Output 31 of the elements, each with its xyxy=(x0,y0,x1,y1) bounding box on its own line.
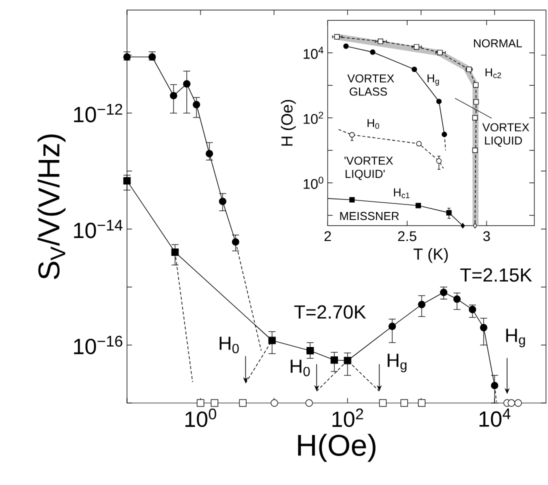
annotation: VORTEX LIQUID xyxy=(482,123,530,147)
x-tick-label: 3 xyxy=(483,231,490,242)
annotation: H$_{0}$ xyxy=(368,119,380,129)
x-tick-label: 10$^{2}$ xyxy=(332,408,364,428)
annotation: H$_{0}$ xyxy=(290,360,310,376)
annotation: H$_{c2}$ xyxy=(486,68,502,78)
annotation: H$_{g}$ xyxy=(428,74,439,86)
y-axis-title: H (Oe) xyxy=(280,100,296,146)
annotation: NORMAL xyxy=(474,39,522,48)
annotation: VORTEX GLASS xyxy=(347,74,394,96)
annotation: H$_{c1}$ xyxy=(394,188,410,198)
x-tick-label: 10$^{4}$ xyxy=(480,408,510,427)
y-tick-label: 10$^{−16}$ xyxy=(74,336,122,354)
y-tick-label: 10$^{−14}$ xyxy=(74,220,123,238)
x-tick-label: 2 xyxy=(324,231,331,242)
y-axis-title: S$_{V}$/V(V/Hz) xyxy=(38,134,66,280)
x-tick-label: 2.5 xyxy=(398,231,416,242)
annotation: H$_{g}$ xyxy=(506,328,525,348)
y-tick-label: 10$^{2}$ xyxy=(304,112,324,124)
x-axis-title: H(Oe) xyxy=(298,434,376,462)
y-tick-label: 10$^{0}$ xyxy=(304,176,324,189)
annotation: MEISSNER xyxy=(340,212,399,220)
annotation: T=2.70K xyxy=(294,305,366,319)
annotation: T=2.15K xyxy=(460,268,532,282)
annotation: 'VORTEX LIQUID' xyxy=(344,156,394,180)
x-axis-title: T (K) xyxy=(414,248,448,263)
y-tick-label: 10$^{−12}$ xyxy=(74,104,122,122)
annotation: H$_{0}$ xyxy=(220,336,239,354)
annotation: H$_{g}$ xyxy=(388,354,406,372)
y-tick-label: 10$^{4}$ xyxy=(304,46,324,59)
x-tick-label: 10$^{0}$ xyxy=(185,408,216,428)
